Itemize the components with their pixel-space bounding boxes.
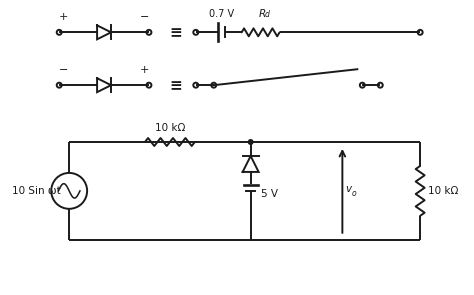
Text: 10 Sin ωt: 10 Sin ωt: [12, 186, 61, 196]
Text: 0.7 V: 0.7 V: [209, 9, 234, 19]
Text: ≡: ≡: [170, 78, 182, 93]
Text: 5 V: 5 V: [261, 189, 278, 199]
Text: d: d: [264, 10, 270, 19]
Text: ≡: ≡: [170, 25, 182, 40]
Text: v: v: [346, 184, 352, 194]
Text: −: −: [58, 65, 68, 75]
Text: 10 kΩ: 10 kΩ: [155, 123, 185, 133]
Text: 10 kΩ: 10 kΩ: [428, 186, 458, 196]
Text: R: R: [259, 9, 266, 19]
Text: −: −: [140, 12, 150, 22]
Text: o: o: [351, 189, 356, 198]
Text: +: +: [140, 65, 150, 75]
Circle shape: [247, 139, 254, 145]
Text: +: +: [58, 12, 68, 22]
